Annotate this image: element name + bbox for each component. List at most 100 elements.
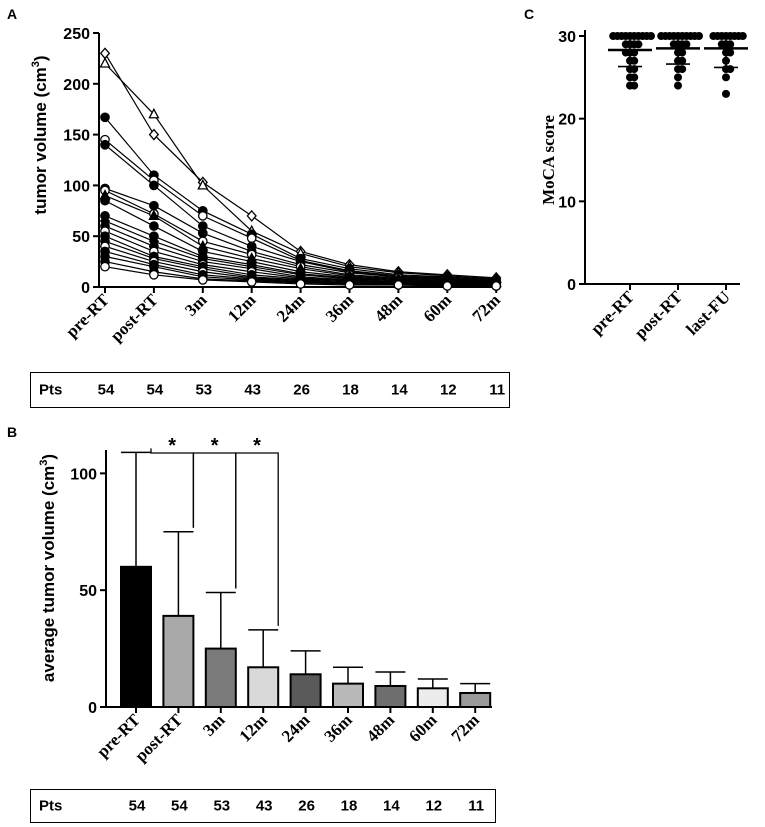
panel-c-point: [726, 40, 735, 49]
panel-c-point: [678, 56, 687, 65]
panel-b-y-tick-label: 0: [88, 700, 97, 717]
panel-c-point: [621, 40, 630, 49]
panel-c-point: [674, 73, 682, 82]
panel-a-point: [148, 128, 160, 141]
panel-a-point: [99, 47, 111, 60]
panel-b-significance-bracket: [150, 448, 195, 528]
panel-c-point: [674, 81, 682, 90]
panel-a-point: [393, 280, 404, 290]
panel-b-x-tick-label: 3m: [199, 710, 228, 739]
panel-a-point: [197, 228, 208, 239]
panel-a-point: [246, 277, 257, 287]
patients-count: 53: [213, 797, 231, 815]
patients-count: 54: [146, 381, 164, 399]
panel-a-x-tick-label: 36m: [322, 290, 357, 325]
patients-table-label: Pts: [39, 797, 63, 815]
panel-a-point: [197, 211, 208, 221]
panel-a-point: [149, 221, 159, 231]
panel-b-x-tick-label: 48m: [363, 710, 398, 745]
panel-a-point: [295, 279, 306, 289]
panel-b-x-tick-label: 12m: [236, 710, 271, 745]
panel-c-y-tick-label: 10: [558, 194, 576, 211]
panel-c-x-tick-label: last-FU: [682, 287, 733, 338]
patients-count: 14: [391, 381, 408, 399]
panel-a-x-tick-label: pre-RT: [62, 290, 113, 341]
panel-b-significance-bracket: [192, 452, 237, 589]
patients-count: 12: [425, 797, 443, 815]
patients-table-label: Pts: [39, 381, 63, 399]
panel-c-point: [609, 32, 618, 40]
panel-a-point: [100, 112, 110, 123]
panel-c-point: [722, 73, 730, 82]
panel-a-y-tick-label: 0: [81, 280, 90, 297]
panel-a-point: [100, 261, 110, 272]
panel-b-y-axis-title-main: average tumor volume (cm: [39, 466, 58, 682]
panel-b-bar: [289, 673, 322, 708]
panel-a-y-tick-label: 100: [63, 178, 90, 195]
panel-c-point: [722, 89, 730, 98]
panel-b-x-tick-label: 60m: [405, 710, 440, 745]
patients-count: 26: [298, 797, 315, 815]
panel-c-point: [726, 65, 735, 74]
panel-b-y-tick-label: 100: [70, 466, 97, 483]
panel-a-y-axis-title-main: tumor volume (cm: [31, 67, 50, 214]
panel-a-point: [442, 281, 453, 291]
panel-c-point: [738, 32, 747, 40]
patients-count: 53: [195, 381, 213, 399]
panel-b-x-tick-label: 24m: [278, 710, 313, 745]
panel-b-bar: [416, 687, 449, 708]
panel-c-point: [647, 32, 655, 40]
panel-b-bar: [120, 565, 152, 708]
patients-count: 14: [383, 797, 400, 815]
panel-a-y-axis-title: tumor volume (cm3): [30, 55, 50, 214]
panel-b-x-tick-label: 72m: [448, 710, 483, 745]
panel-c-point: [634, 40, 643, 49]
panel-a-x-tick-label: 3m: [181, 290, 210, 319]
panel-c-point: [657, 32, 666, 40]
panel-c-point: [709, 32, 718, 40]
panel-a-point: [99, 57, 111, 68]
panel-c-x-tick-label: pre-RT: [587, 287, 638, 338]
panel-b-bar: [374, 684, 407, 708]
panel-c-point: [630, 73, 639, 82]
panel-a-y-tick-label: 250: [63, 26, 90, 43]
patients-count: 54: [128, 797, 146, 815]
panel-b-significance-star: *: [253, 435, 261, 457]
panel-c-y-tick-label: 0: [567, 277, 576, 294]
patients-count: 43: [255, 797, 273, 815]
panel-letter-c: C: [524, 6, 534, 22]
panel-a-point: [149, 180, 159, 191]
panel-a-x-tick-label: post-RT: [107, 290, 163, 346]
panel-c-point: [678, 48, 687, 57]
panel-c-point: [669, 40, 678, 49]
panel-a-point: [344, 280, 355, 290]
panel-c-y-tick-label: 20: [558, 112, 576, 129]
panel-a-point: [149, 200, 159, 211]
patients-count: 26: [293, 381, 310, 399]
panel-b-y-axis-title-sup: 3: [38, 460, 50, 466]
panel-c-y-axis-title: MoCA score: [539, 115, 558, 205]
panel-c-point: [682, 40, 691, 49]
panel-a-y-tick-label: 200: [63, 77, 90, 94]
panel-a-x-tick-label: 12m: [224, 290, 259, 325]
panel-b-x-tick-label: post-RT: [131, 710, 187, 766]
panel-a-x-tick-label: 24m: [273, 290, 308, 325]
panel-a-point: [100, 139, 110, 150]
panel-b-bar: [459, 691, 492, 708]
panel-b-significance-bracket: [235, 452, 279, 626]
patients-count: 12: [439, 381, 457, 399]
panel-a-x-tick-label: 60m: [420, 290, 455, 325]
panel-letter-b: B: [7, 424, 17, 440]
panel-a-point: [246, 209, 257, 222]
panel-b-patients-table: Pts 54 54 53 43 26 18 14 12 11: [30, 789, 496, 823]
panel-a-x-tick-label: 48m: [371, 290, 406, 325]
panel-a-y-axis-title-close: ): [31, 55, 50, 61]
panel-c-point: [695, 32, 703, 40]
panel-c-point: [726, 48, 735, 57]
panel-b-x-tick-label: 36m: [320, 710, 355, 745]
panel-b-bar: [332, 682, 364, 708]
panel-b-y-axis-title-close: ): [39, 454, 58, 460]
panel-c-point: [630, 56, 639, 65]
